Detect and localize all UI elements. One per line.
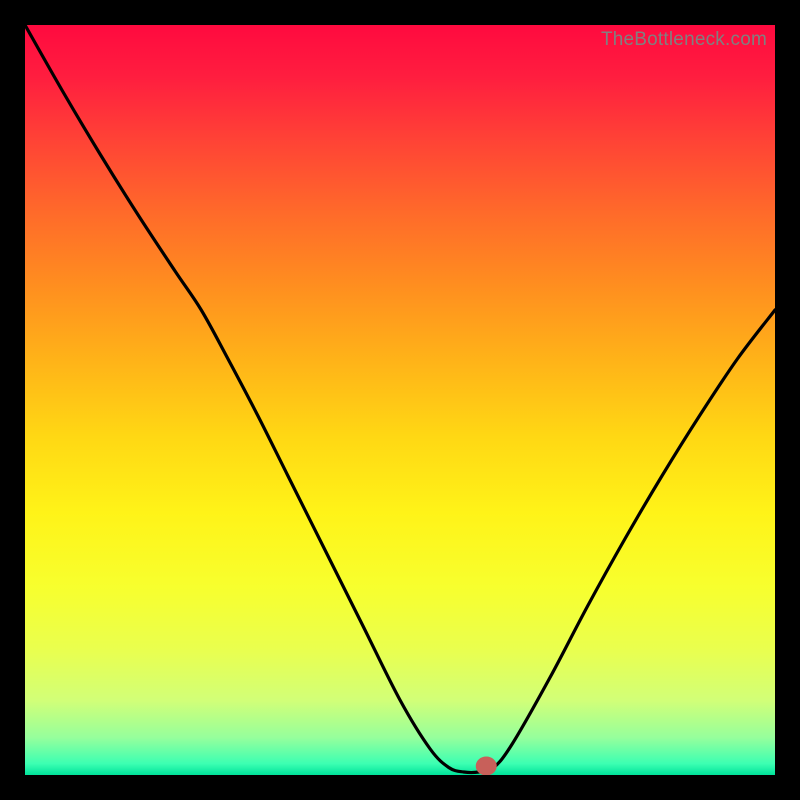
chart-frame: TheBottleneck.com	[0, 0, 800, 800]
bottleneck-curve	[25, 25, 775, 775]
plot-area	[25, 25, 775, 775]
optimal-point-marker	[476, 757, 496, 775]
watermark-text: TheBottleneck.com	[601, 29, 767, 51]
